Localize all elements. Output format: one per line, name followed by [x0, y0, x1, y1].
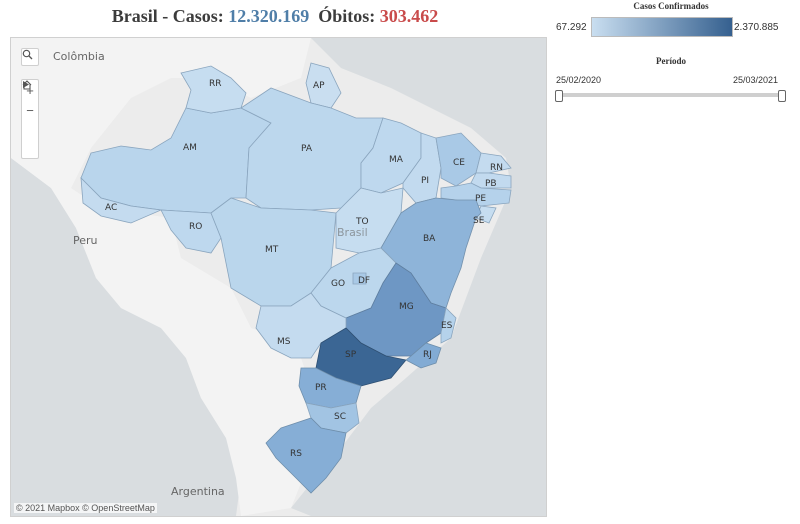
map-view[interactable]: Colômbia Peru Argentina Brasil RR AP AM …: [10, 37, 547, 517]
state-rj[interactable]: [405, 342, 442, 369]
label-ba: BA: [423, 234, 436, 244]
cases-count: 12.320.169: [228, 6, 310, 26]
label-se: SE: [473, 216, 485, 226]
label-pr: PR: [315, 383, 327, 393]
legend-min: 67.292: [556, 22, 587, 33]
label-to: TO: [355, 217, 369, 227]
map-attribution[interactable]: © 2021 Mapbox © OpenStreetMap: [14, 503, 157, 513]
zoom-out-button[interactable]: −: [26, 102, 34, 118]
deaths-label: Óbitos:: [309, 6, 380, 26]
state-ce[interactable]: [435, 132, 482, 187]
label-colombia: Colômbia: [53, 50, 105, 63]
label-argentina: Argentina: [171, 485, 225, 498]
label-df: DF: [358, 276, 370, 286]
label-rj: RJ: [423, 350, 432, 360]
label-mg: MG: [399, 302, 414, 312]
ocean: [291, 38, 546, 516]
map-canvas[interactable]: Colômbia Peru Argentina Brasil RR AP AM …: [11, 38, 546, 516]
legend-max: 2.370.885: [734, 22, 779, 33]
label-ma: MA: [389, 155, 404, 165]
label-pe: PE: [475, 194, 486, 204]
label-ap: AP: [313, 81, 325, 91]
zoom-in-button[interactable]: +: [26, 82, 34, 98]
label-ac: AC: [105, 203, 117, 213]
label-rn: RN: [490, 163, 503, 173]
label-pa: PA: [301, 144, 313, 154]
home-button[interactable]: [22, 80, 38, 140]
label-rr: RR: [209, 79, 222, 89]
label-ms: MS: [277, 337, 291, 347]
legend-title: Casos Confirmados: [633, 1, 709, 11]
period-start-date: 25/02/2020: [556, 75, 602, 85]
state-rn[interactable]: [475, 152, 512, 174]
state-ac[interactable]: [80, 176, 163, 224]
label-brasil-watermark: Brasil: [337, 226, 368, 239]
label-pb: PB: [485, 179, 497, 189]
page-title: Brasil - Casos: 12.320.169 Óbitos: 303.4…: [0, 6, 550, 27]
label-rs: RS: [290, 449, 302, 459]
play-icon: [23, 81, 29, 88]
state-rs[interactable]: [265, 417, 347, 494]
play-button[interactable]: [22, 81, 38, 160]
period-slider-end-handle[interactable]: [778, 90, 786, 102]
period-title: Período: [656, 56, 686, 66]
label-go: GO: [331, 279, 345, 289]
label-am: AM: [183, 143, 197, 153]
period-slider-start-handle[interactable]: [555, 90, 563, 102]
label-mt: MT: [265, 245, 279, 255]
label-ro: RO: [189, 222, 202, 232]
period-end-date: 25/03/2021: [733, 75, 779, 85]
state-es[interactable]: [440, 307, 457, 344]
deaths-count: 303.462: [379, 6, 439, 26]
pacific-ocean: [11, 158, 241, 516]
period-slider-track[interactable]: [558, 93, 784, 97]
legend-color-ramp: [591, 17, 733, 37]
label-peru: Peru: [73, 234, 98, 247]
label-pi: PI: [421, 176, 429, 186]
title-prefix: Brasil - Casos:: [111, 6, 229, 26]
label-sp: SP: [345, 350, 357, 360]
neighbor-land: [11, 38, 311, 516]
label-es: ES: [441, 321, 453, 331]
search-icon: [22, 49, 33, 60]
search-button[interactable]: [21, 48, 39, 66]
label-ce: CE: [453, 158, 465, 168]
state-df[interactable]: [352, 272, 367, 285]
label-sc: SC: [334, 412, 346, 422]
map-toolbar: + −: [21, 79, 39, 159]
